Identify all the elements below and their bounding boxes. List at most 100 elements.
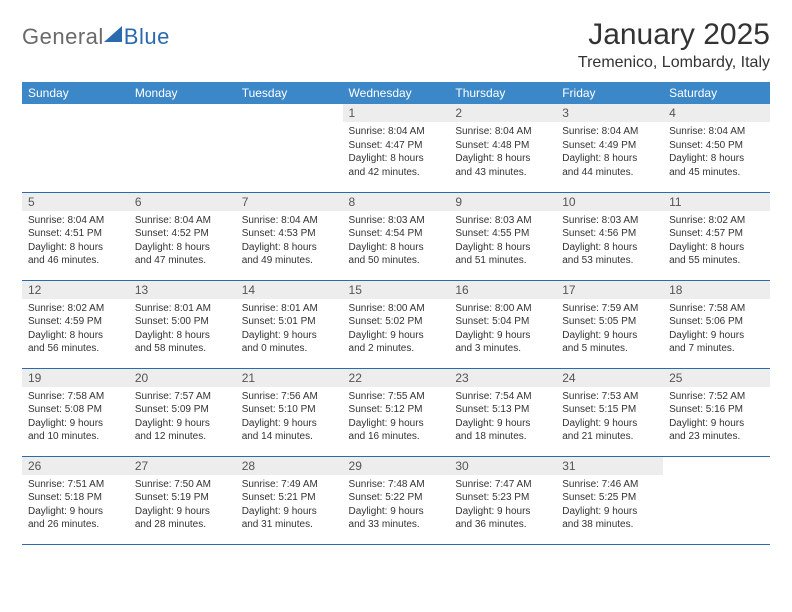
day-body: Sunrise: 7:49 AMSunset: 5:21 PMDaylight:… [236,475,343,536]
day-number: 3 [556,104,663,122]
day-number: 9 [449,193,556,211]
day-number: 2 [449,104,556,122]
calendar-cell: 30Sunrise: 7:47 AMSunset: 5:23 PMDayligh… [449,456,556,544]
calendar-row: 19Sunrise: 7:58 AMSunset: 5:08 PMDayligh… [22,368,770,456]
day-number: 20 [129,369,236,387]
calendar-header-cell: Wednesday [343,82,450,104]
calendar-cell: 28Sunrise: 7:49 AMSunset: 5:21 PMDayligh… [236,456,343,544]
day-body: Sunrise: 8:04 AMSunset: 4:52 PMDaylight:… [129,211,236,272]
day-body: Sunrise: 7:47 AMSunset: 5:23 PMDaylight:… [449,475,556,536]
day-number: 12 [22,281,129,299]
calendar-cell: 15Sunrise: 8:00 AMSunset: 5:02 PMDayligh… [343,280,450,368]
day-body: Sunrise: 7:46 AMSunset: 5:25 PMDaylight:… [556,475,663,536]
day-number: 17 [556,281,663,299]
calendar-cell: 11Sunrise: 8:02 AMSunset: 4:57 PMDayligh… [663,192,770,280]
day-number: 11 [663,193,770,211]
day-number: 24 [556,369,663,387]
logo: General Blue [22,24,170,50]
calendar-cell: 9Sunrise: 8:03 AMSunset: 4:55 PMDaylight… [449,192,556,280]
calendar-cell: 19Sunrise: 7:58 AMSunset: 5:08 PMDayligh… [22,368,129,456]
calendar-cell: 8Sunrise: 8:03 AMSunset: 4:54 PMDaylight… [343,192,450,280]
calendar-cell [236,104,343,192]
calendar-header-cell: Sunday [22,82,129,104]
day-number: 8 [343,193,450,211]
day-number: 16 [449,281,556,299]
day-number: 6 [129,193,236,211]
logo-triangle-icon [104,26,122,42]
day-number: 19 [22,369,129,387]
logo-word-1: General [22,24,104,50]
day-number: 27 [129,457,236,475]
day-number: 4 [663,104,770,122]
day-body: Sunrise: 8:00 AMSunset: 5:04 PMDaylight:… [449,299,556,360]
calendar-row: 5Sunrise: 8:04 AMSunset: 4:51 PMDaylight… [22,192,770,280]
calendar-cell: 12Sunrise: 8:02 AMSunset: 4:59 PMDayligh… [22,280,129,368]
day-body: Sunrise: 7:55 AMSunset: 5:12 PMDaylight:… [343,387,450,448]
calendar-row: 1Sunrise: 8:04 AMSunset: 4:47 PMDaylight… [22,104,770,192]
day-body: Sunrise: 8:01 AMSunset: 5:00 PMDaylight:… [129,299,236,360]
calendar-cell: 5Sunrise: 8:04 AMSunset: 4:51 PMDaylight… [22,192,129,280]
calendar-cell: 18Sunrise: 7:58 AMSunset: 5:06 PMDayligh… [663,280,770,368]
calendar-cell: 17Sunrise: 7:59 AMSunset: 5:05 PMDayligh… [556,280,663,368]
day-body: Sunrise: 7:58 AMSunset: 5:08 PMDaylight:… [22,387,129,448]
day-body: Sunrise: 8:04 AMSunset: 4:48 PMDaylight:… [449,122,556,183]
calendar-cell: 7Sunrise: 8:04 AMSunset: 4:53 PMDaylight… [236,192,343,280]
day-number: 15 [343,281,450,299]
calendar-cell: 10Sunrise: 8:03 AMSunset: 4:56 PMDayligh… [556,192,663,280]
calendar-cell: 24Sunrise: 7:53 AMSunset: 5:15 PMDayligh… [556,368,663,456]
day-body: Sunrise: 7:48 AMSunset: 5:22 PMDaylight:… [343,475,450,536]
calendar-cell [663,456,770,544]
day-number: 25 [663,369,770,387]
day-body: Sunrise: 8:00 AMSunset: 5:02 PMDaylight:… [343,299,450,360]
calendar-cell: 20Sunrise: 7:57 AMSunset: 5:09 PMDayligh… [129,368,236,456]
calendar-cell: 2Sunrise: 8:04 AMSunset: 4:48 PMDaylight… [449,104,556,192]
day-number: 29 [343,457,450,475]
day-body: Sunrise: 8:04 AMSunset: 4:53 PMDaylight:… [236,211,343,272]
calendar-cell: 29Sunrise: 7:48 AMSunset: 5:22 PMDayligh… [343,456,450,544]
calendar-cell: 23Sunrise: 7:54 AMSunset: 5:13 PMDayligh… [449,368,556,456]
calendar-cell: 31Sunrise: 7:46 AMSunset: 5:25 PMDayligh… [556,456,663,544]
day-number: 7 [236,193,343,211]
calendar-header-row: SundayMondayTuesdayWednesdayThursdayFrid… [22,82,770,104]
calendar-cell: 21Sunrise: 7:56 AMSunset: 5:10 PMDayligh… [236,368,343,456]
day-number: 21 [236,369,343,387]
calendar-row: 26Sunrise: 7:51 AMSunset: 5:18 PMDayligh… [22,456,770,544]
day-body: Sunrise: 8:02 AMSunset: 4:59 PMDaylight:… [22,299,129,360]
calendar-cell: 14Sunrise: 8:01 AMSunset: 5:01 PMDayligh… [236,280,343,368]
logo-word-2: Blue [124,24,170,50]
day-body: Sunrise: 8:01 AMSunset: 5:01 PMDaylight:… [236,299,343,360]
day-body: Sunrise: 7:56 AMSunset: 5:10 PMDaylight:… [236,387,343,448]
day-number: 26 [22,457,129,475]
day-number: 28 [236,457,343,475]
location-subtitle: Tremenico, Lombardy, Italy [578,54,770,72]
day-body: Sunrise: 7:52 AMSunset: 5:16 PMDaylight:… [663,387,770,448]
day-number: 13 [129,281,236,299]
calendar-cell: 27Sunrise: 7:50 AMSunset: 5:19 PMDayligh… [129,456,236,544]
calendar-cell [129,104,236,192]
calendar-cell: 25Sunrise: 7:52 AMSunset: 5:16 PMDayligh… [663,368,770,456]
day-body: Sunrise: 8:04 AMSunset: 4:47 PMDaylight:… [343,122,450,183]
day-body: Sunrise: 8:03 AMSunset: 4:55 PMDaylight:… [449,211,556,272]
day-body: Sunrise: 7:58 AMSunset: 5:06 PMDaylight:… [663,299,770,360]
calendar-cell: 3Sunrise: 8:04 AMSunset: 4:49 PMDaylight… [556,104,663,192]
day-number: 31 [556,457,663,475]
calendar-header-cell: Saturday [663,82,770,104]
day-body: Sunrise: 8:04 AMSunset: 4:49 PMDaylight:… [556,122,663,183]
day-number: 18 [663,281,770,299]
day-number: 5 [22,193,129,211]
calendar-table: SundayMondayTuesdayWednesdayThursdayFrid… [22,82,770,545]
calendar-cell: 26Sunrise: 7:51 AMSunset: 5:18 PMDayligh… [22,456,129,544]
calendar-header-cell: Tuesday [236,82,343,104]
day-body: Sunrise: 8:04 AMSunset: 4:51 PMDaylight:… [22,211,129,272]
day-number: 30 [449,457,556,475]
day-number: 10 [556,193,663,211]
day-body: Sunrise: 8:03 AMSunset: 4:54 PMDaylight:… [343,211,450,272]
day-body: Sunrise: 7:54 AMSunset: 5:13 PMDaylight:… [449,387,556,448]
day-body: Sunrise: 7:51 AMSunset: 5:18 PMDaylight:… [22,475,129,536]
calendar-cell: 4Sunrise: 8:04 AMSunset: 4:50 PMDaylight… [663,104,770,192]
day-number: 1 [343,104,450,122]
day-number: 14 [236,281,343,299]
calendar-header-cell: Friday [556,82,663,104]
day-number: 23 [449,369,556,387]
page-title: January 2025 [578,18,770,52]
